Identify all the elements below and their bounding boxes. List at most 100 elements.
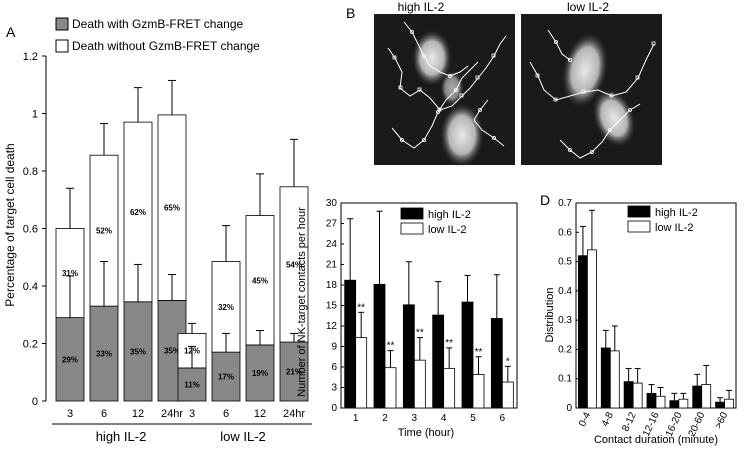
- legend-swatch-with-change: [55, 17, 69, 31]
- chart-d-ytick-label: 0.7: [558, 198, 572, 209]
- chart-a-bar-with-change: [177, 367, 207, 402]
- chart-a-error-total: [188, 322, 196, 334]
- chart-c-bar: [443, 367, 456, 409]
- chart-a-pct-without: 31%: [62, 269, 78, 278]
- chart-a-ytick-label: 0.6: [23, 224, 38, 236]
- chart-c-error: [435, 281, 442, 316]
- chart-d-ylabel: Distribution: [544, 287, 556, 342]
- chart-c-error: [387, 350, 394, 368]
- chart-c-ytick-label: 12: [326, 321, 338, 332]
- chart-d-xlabel: Contact duration (minute): [594, 434, 718, 446]
- chart-a-xtick-label: 12: [132, 408, 144, 420]
- chart-a-axes: 0 0.2 0.4 0.6 0.8 1 1.2: [23, 51, 47, 408]
- chart-a-ytick-label: 0.4: [23, 281, 38, 293]
- chart-d-ytick-label: 0.2: [558, 344, 572, 355]
- chart-c-plot: 0 3 6 9 12 15 18 21 24 27 30 1 ** 2 ** 3 ** 4 ** 5 ** 6 *: [326, 198, 518, 424]
- chart-a-bar-group: 35% 65%: [157, 79, 187, 402]
- legend-label-with-change: Death with GzmB-FRET change: [72, 17, 244, 31]
- chart-c-bar: [501, 381, 514, 409]
- chart-d-bar: [600, 347, 611, 409]
- chart-c-bar: [432, 314, 445, 409]
- panel-label-a: A: [6, 24, 16, 40]
- chart-c-ytick-label: 24: [326, 239, 338, 250]
- chart-a-legend: Death with GzmB-FRET change Death withou…: [55, 17, 260, 53]
- chart-c-bar-group: **: [443, 338, 456, 409]
- legend-swatch-without-change: [55, 39, 69, 53]
- chart-d-bar: [724, 398, 734, 409]
- chart-a-xtick-label: 6: [101, 408, 107, 420]
- chart-c-bar-group: [461, 274, 474, 409]
- chart-d-error: [611, 325, 618, 351]
- chart-d-bar-group: [678, 392, 689, 409]
- chart-d-bar: [623, 381, 634, 409]
- chart-d-bar: [669, 400, 680, 409]
- chart-d-xtick-label: 0-4: [577, 410, 593, 428]
- chart-d-error: [694, 373, 701, 387]
- chart-a-xtick-label: 24hr: [283, 408, 305, 420]
- chart-a-pct-with: 19%: [252, 369, 268, 378]
- chart-a-pct-with: 21%: [286, 368, 302, 377]
- chart-c-error: [416, 337, 423, 361]
- chart-c-bar-group: [373, 210, 386, 409]
- chart-d-error: [680, 392, 687, 400]
- chart-d-error: [634, 367, 641, 384]
- chart-a-pct-without: 12%: [184, 347, 200, 356]
- chart-d-bar-group: [701, 365, 712, 409]
- chart-a-bar-with-change: [89, 305, 119, 402]
- chart-a-bar-with-change: [55, 317, 85, 402]
- chart-a-error-with: [222, 332, 230, 353]
- chart-d-error: [657, 387, 664, 397]
- chart-c-bar-group: [432, 281, 445, 409]
- chart-c-bar: [402, 304, 415, 409]
- chart-a-pct-with: 11%: [184, 380, 200, 389]
- micrograph-low-il2-label: low IL-2: [567, 0, 609, 14]
- chart-d-bar: [715, 401, 725, 409]
- legend-label-without-change: Death without GzmB-FRET change: [72, 39, 260, 53]
- chart-d-ytick-label: 0: [566, 403, 572, 414]
- chart-a-ytick-label: 1.2: [23, 51, 38, 63]
- micrograph-low-il2: [521, 14, 662, 165]
- chart-c-significance: **: [475, 347, 483, 358]
- chart-c-error: [504, 365, 511, 383]
- chart-c-ytick-label: 18: [326, 280, 338, 291]
- chart-c-bar: [472, 374, 485, 409]
- chart-d-error: [602, 329, 609, 348]
- chart-a-bar-group: 19% 45%: [245, 173, 275, 402]
- chart-a-xtick-label: 12: [254, 408, 266, 420]
- chart-d-error: [671, 392, 678, 401]
- chart-a-error-total: [66, 187, 74, 229]
- chart-c-ytick-label: 21: [326, 260, 338, 271]
- chart-a-group-label: low IL-2: [220, 429, 266, 444]
- chart-c-xlabel: Time (hour): [398, 427, 454, 439]
- panel-label-b: B: [346, 5, 355, 21]
- chart-a-bar-with-change: [211, 351, 241, 402]
- chart-c-bar-group: [344, 218, 357, 409]
- chart-d-error: [648, 384, 655, 394]
- chart-d-error: [726, 389, 733, 400]
- chart-c-significance: **: [387, 341, 395, 352]
- chart-d-xtick-label: >60: [713, 410, 730, 430]
- chart-a-x-axis: 3 6 12 24hr high IL-2 3 6 12 24hr low IL-2: [52, 408, 312, 444]
- chart-c-bar-group: **: [472, 347, 485, 409]
- chart-c-ytick-label: 9: [331, 342, 337, 353]
- chart-d-bar-group: [623, 367, 634, 409]
- micrograph-panel: high IL-2 low IL-2: [374, 0, 662, 167]
- chart-a-error-total: [290, 138, 298, 187]
- chart-c-bar: [373, 283, 386, 409]
- chart-d-xtick-label: 8-12: [620, 410, 639, 433]
- chart-a-xtick-label: 6: [223, 408, 229, 420]
- chart-a-bar-group: 35% 62%: [123, 87, 153, 402]
- chart-d-bar-group: [669, 392, 680, 409]
- chart-c-bar: [384, 367, 397, 409]
- chart-d-error: [703, 365, 710, 385]
- chart-a-error-total: [222, 225, 230, 262]
- chart-c-bar: [461, 301, 474, 409]
- chart-d-error: [625, 367, 632, 382]
- chart-a-pct-without: 45%: [252, 276, 268, 285]
- chart-a-error-with: [188, 345, 196, 368]
- chart-c-significance: **: [416, 328, 424, 339]
- chart-c-bar: [413, 359, 426, 409]
- chart-c-ytick-label: 3: [331, 383, 337, 394]
- chart-c-ytick-label: 0: [331, 403, 337, 414]
